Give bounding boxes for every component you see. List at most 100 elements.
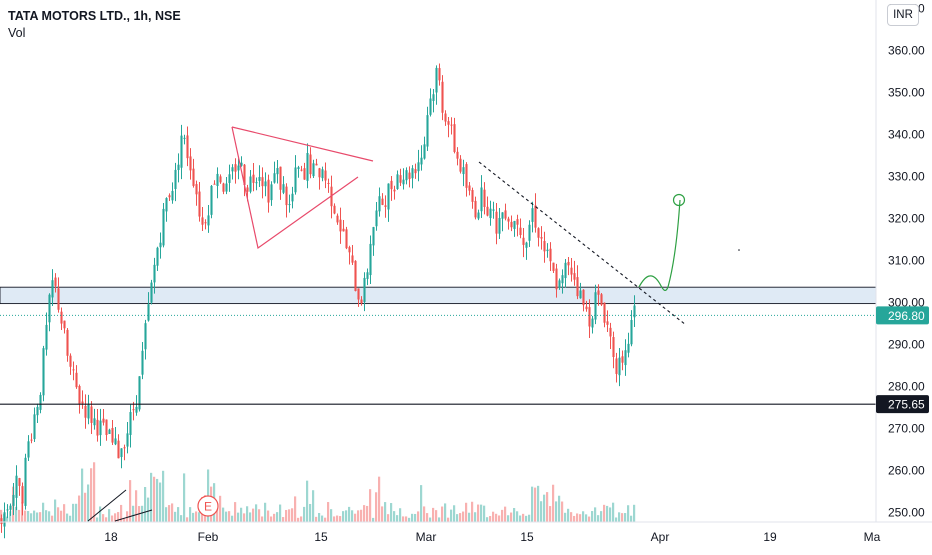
candle-body: [558, 280, 561, 288]
candle-body: [177, 164, 180, 171]
candle-body: [357, 288, 360, 300]
candle-body: [81, 401, 84, 404]
candle-body: [246, 187, 249, 192]
volume-bar: [486, 517, 489, 522]
candle-body: [564, 262, 567, 279]
candle-body: [531, 208, 534, 222]
candle-body: [75, 372, 78, 388]
volume-bar: [606, 505, 609, 522]
candle-body: [294, 167, 297, 193]
volume-bar: [57, 507, 60, 522]
volume-bar: [360, 509, 363, 522]
plot-background: [0, 0, 876, 522]
volume-bar: [147, 497, 150, 522]
volume-bar: [129, 480, 132, 522]
volume-bar: [222, 507, 225, 522]
volume-bar: [267, 510, 270, 522]
earnings-marker-label: E: [204, 500, 212, 514]
volume-bar: [246, 506, 249, 522]
projection-target-circle: [672, 193, 686, 207]
price-badge-bg: [876, 306, 929, 325]
candle-body: [231, 167, 234, 172]
volume-bar: [411, 513, 414, 522]
candle-body: [63, 320, 66, 329]
candle-body: [93, 418, 96, 426]
level-price-badge: 275.65: [876, 395, 929, 414]
candle-body: [468, 185, 471, 191]
volume-bar: [426, 513, 429, 522]
candle-body: [543, 240, 546, 252]
volume-bar: [447, 517, 450, 522]
volume-bar: [462, 511, 465, 522]
trend-line-lower-left: [87, 489, 127, 522]
candle-body: [561, 275, 564, 284]
candle-body: [351, 255, 354, 263]
volume-bar: [468, 512, 471, 522]
volume-bar: [141, 505, 144, 522]
volume-bar: [624, 513, 627, 522]
candle-body: [87, 404, 90, 419]
volume-bar: [396, 515, 399, 522]
candle-body: [279, 166, 282, 190]
volume-bar: [477, 504, 480, 522]
candle-body: [546, 249, 549, 252]
candle-body: [171, 190, 174, 201]
candle-body: [417, 162, 420, 172]
volume-bar: [303, 506, 306, 522]
volume-bar: [534, 487, 537, 522]
volume-bar: [375, 492, 378, 522]
candle-body: [216, 173, 219, 186]
time-tick-label: 19: [763, 530, 777, 544]
candle-body: [516, 219, 519, 225]
candle-body: [291, 193, 294, 202]
candle-body: [150, 282, 153, 303]
volume-bar: [51, 515, 54, 522]
candle-body: [423, 144, 426, 159]
volume-bar: [327, 502, 330, 522]
volume-bar: [66, 513, 69, 522]
volume-bar: [54, 499, 57, 522]
volume-bar: [399, 508, 402, 522]
candle-body: [156, 247, 159, 266]
candle-body: [0, 518, 3, 525]
volume-bar: [381, 506, 384, 522]
candle-body: [336, 215, 339, 223]
descending-trendline: [478, 161, 687, 326]
candle-body: [399, 175, 402, 183]
candle-body: [207, 215, 210, 226]
volume-bar: [36, 512, 39, 522]
trend-line-lower-left-2: [114, 509, 153, 522]
volume-bar: [318, 513, 321, 522]
volume-bar: [321, 515, 324, 522]
candle-body: [96, 419, 99, 436]
candle-body: [366, 272, 369, 279]
price-tick-label: 330.00: [888, 169, 925, 183]
candle-body: [21, 486, 24, 504]
price-badge-bg: [876, 395, 929, 414]
candle-body: [300, 169, 303, 171]
candle-body: [459, 158, 462, 172]
volume-bar: [444, 503, 447, 522]
volume-bar: [105, 517, 108, 522]
volume-bar: [33, 510, 36, 522]
candle-body: [504, 210, 507, 219]
volume-bar: [30, 513, 33, 522]
volume-bar: [372, 517, 375, 522]
volume-bar: [264, 502, 267, 522]
candle-body: [426, 115, 429, 147]
symbol-title: TATA MOTORS LTD., 1h, NSE: [8, 9, 181, 23]
price-tick-label: 290.00: [888, 337, 925, 351]
volume-bar: [228, 511, 231, 522]
candle-body: [420, 157, 423, 165]
volume-bar: [432, 507, 435, 522]
volume-bar: [522, 513, 525, 522]
currency-button[interactable]: INR: [887, 4, 919, 26]
candle-body: [615, 358, 618, 374]
volume-bar: [561, 501, 564, 522]
volume-bar: [258, 509, 261, 522]
time-tick-label: Ma: [864, 530, 881, 544]
candle-body: [9, 505, 12, 510]
candle-body: [555, 268, 558, 290]
